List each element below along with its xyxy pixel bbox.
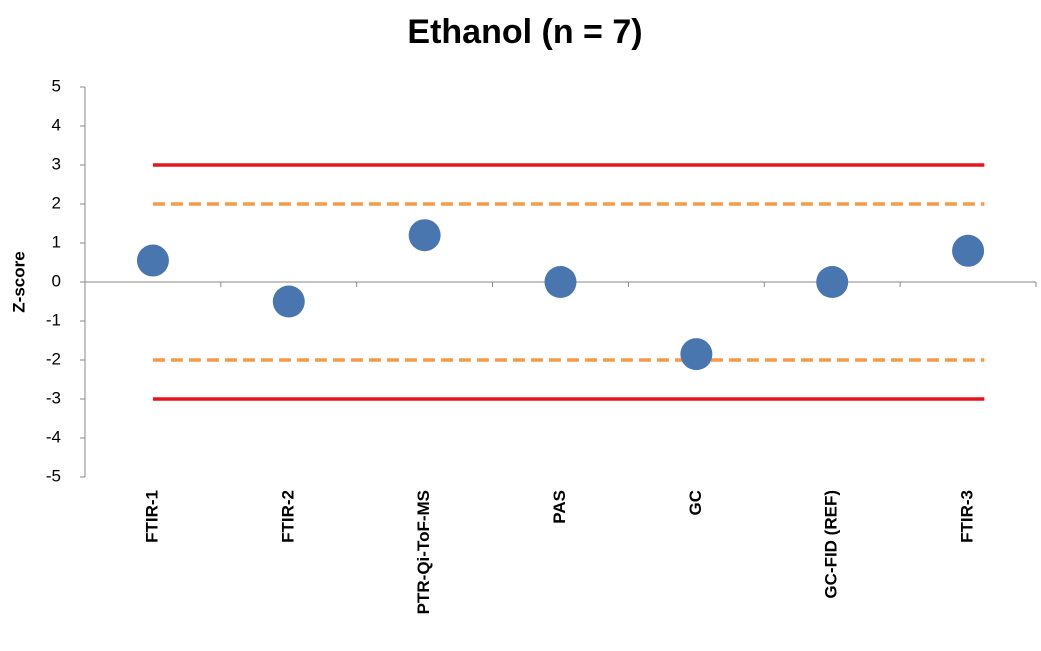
chart-title: Ethanol (n = 7) — [407, 13, 642, 51]
y-tick-label: 4 — [52, 115, 61, 134]
y-tick-label: -2 — [46, 349, 61, 368]
x-tick-label: GC-FID (REF) — [822, 490, 841, 599]
x-tick-label: FTIR-2 — [278, 490, 297, 543]
y-tick-label: 0 — [52, 271, 61, 290]
y-tick-label: -3 — [46, 388, 61, 407]
x-tick-label: PTR-Qi-ToF-MS — [414, 490, 433, 614]
x-tick-label: FTIR-3 — [958, 490, 977, 543]
y-tick-label: -1 — [46, 310, 61, 329]
y-axis-title: Z-score — [9, 251, 28, 312]
y-tick-label: 5 — [52, 76, 61, 95]
point — [544, 266, 577, 298]
y-tick-label: 2 — [52, 193, 61, 212]
point — [136, 244, 169, 277]
y-tick-label: 3 — [52, 154, 61, 173]
point — [680, 338, 713, 371]
x-tick-label: PAS — [550, 490, 569, 524]
point — [816, 266, 849, 298]
x-tick-label: FTIR-1 — [142, 490, 161, 543]
y-tick-label: -4 — [46, 427, 61, 446]
y-tick-label: -5 — [46, 466, 61, 485]
point — [952, 234, 985, 267]
point — [272, 285, 305, 318]
point — [408, 219, 441, 252]
x-tick-label: GC — [686, 490, 705, 516]
y-tick-label: 1 — [52, 232, 61, 251]
